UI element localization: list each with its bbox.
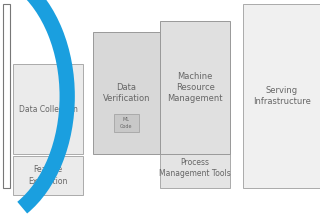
Text: Analysis Tools: Analysis Tools bbox=[169, 125, 222, 134]
Bar bbox=[13, 64, 83, 154]
Bar bbox=[3, 4, 10, 188]
Bar bbox=[160, 113, 230, 146]
Bar bbox=[13, 156, 83, 195]
Bar bbox=[160, 148, 230, 188]
Bar bbox=[243, 4, 320, 188]
Text: Feature
Extraction: Feature Extraction bbox=[28, 165, 68, 186]
Text: Machine
Resource
Management: Machine Resource Management bbox=[167, 72, 223, 103]
Text: Data
Verification: Data Verification bbox=[103, 83, 150, 103]
Bar bbox=[160, 21, 230, 154]
Text: Data Collection: Data Collection bbox=[19, 105, 77, 114]
Text: Serving
Infrastructure: Serving Infrastructure bbox=[253, 86, 310, 106]
Bar bbox=[93, 32, 160, 154]
Bar bbox=[114, 114, 139, 132]
Text: ML
Code: ML Code bbox=[120, 117, 133, 129]
Text: Process
Management Tools: Process Management Tools bbox=[159, 158, 231, 178]
